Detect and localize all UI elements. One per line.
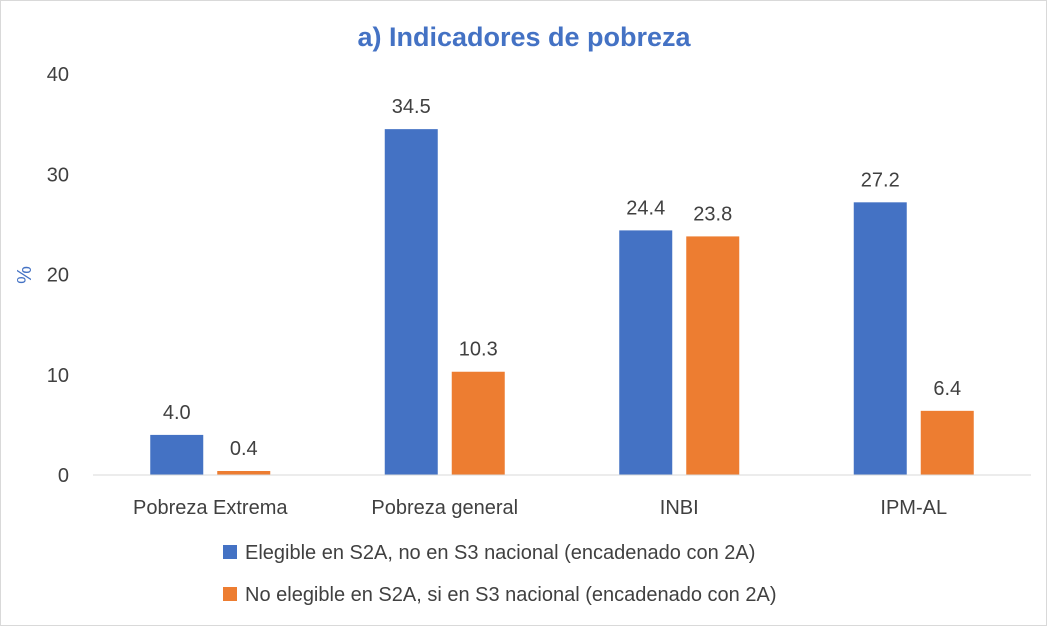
bar-elegible-2 <box>619 230 673 475</box>
data-label: 10.3 <box>459 339 498 361</box>
bar-elegible-3 <box>853 202 907 475</box>
bars: 4.0 0.4 34.5 10.3 24.4 23.8 27.2 6.4 <box>150 96 974 475</box>
data-label: 34.5 <box>392 96 431 118</box>
bar-elegible-0 <box>150 434 204 475</box>
x-axis-categories: Pobreza Extrema Pobreza general INBI IPM-AL <box>133 497 947 519</box>
legend-swatch-1 <box>223 587 237 601</box>
data-label: 6.4 <box>933 378 961 400</box>
y-tick-label: 40 <box>47 64 69 86</box>
data-label: 4.0 <box>163 402 191 424</box>
legend-label-0: Elegible en S2A, no en S3 nacional (enca… <box>245 542 755 564</box>
y-axis-label: % <box>14 266 36 284</box>
category-label: IPM-AL <box>880 497 947 519</box>
chart-title: a) Indicadores de pobreza <box>357 22 691 52</box>
bar-no-elegible-2 <box>686 236 740 475</box>
y-tick-label: 0 <box>58 465 69 487</box>
data-label: 23.8 <box>693 203 732 225</box>
bar-elegible-1 <box>384 129 438 475</box>
category-label: Pobreza Extrema <box>133 497 288 519</box>
y-tick-label: 20 <box>47 265 69 287</box>
data-label: 0.4 <box>230 438 258 460</box>
bar-no-elegible-3 <box>920 410 974 475</box>
y-tick-label: 10 <box>47 365 69 387</box>
legend-label-1: No elegible en S2A, si en S3 nacional (e… <box>245 584 776 606</box>
y-tick-label: 30 <box>47 164 69 186</box>
bar-no-elegible-1 <box>451 371 505 475</box>
category-label: INBI <box>660 497 699 519</box>
category-label: Pobreza general <box>371 497 518 519</box>
legend-swatch-0 <box>223 545 237 559</box>
legend: Elegible en S2A, no en S3 nacional (enca… <box>223 542 776 606</box>
y-axis-ticks: 0 10 20 30 40 <box>47 64 69 487</box>
bar-no-elegible-0 <box>217 470 271 475</box>
data-label: 24.4 <box>626 197 665 219</box>
data-label: 27.2 <box>861 169 900 191</box>
